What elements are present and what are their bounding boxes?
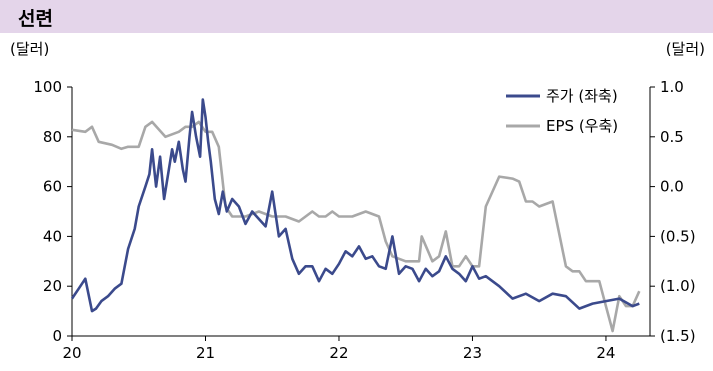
right-tick-label: (1.5): [660, 327, 696, 345]
left-tick-label: 100: [33, 78, 62, 96]
x-tick-label: 23: [463, 344, 482, 362]
chart-title: 선련: [18, 8, 53, 30]
plot-area: [70, 98, 641, 333]
x-tick-label: 24: [596, 344, 615, 362]
left-tick-label: 80: [43, 128, 62, 146]
eps-series-line: [71, 120, 641, 333]
price-series-line: [70, 98, 640, 313]
legend-label: EPS (우축): [546, 117, 618, 135]
left-tick-label: 40: [43, 227, 62, 245]
legend-label: 주가 (좌축): [546, 87, 618, 105]
legend: 주가 (좌축) EPS (우축): [506, 87, 618, 135]
x-tick-label: 21: [196, 344, 215, 362]
left-tick-label: 0: [52, 327, 62, 345]
left-axis-unit: (달러): [10, 40, 50, 58]
right-tick-label: (0.5): [660, 227, 696, 245]
x-tick-label: 20: [62, 344, 81, 362]
right-tick-label: (1.0): [660, 277, 696, 295]
left-tick-label: 20: [43, 277, 62, 295]
right-tick-label: 0.0: [660, 178, 684, 196]
right-tick-label: 1.0: [660, 78, 684, 96]
title-bar: 선련: [0, 0, 713, 33]
left-tick-label: 60: [43, 178, 62, 196]
right-axis-unit: (달러): [665, 40, 705, 58]
x-tick-label: 22: [329, 344, 348, 362]
right-tick-label: 0.5: [660, 128, 684, 146]
